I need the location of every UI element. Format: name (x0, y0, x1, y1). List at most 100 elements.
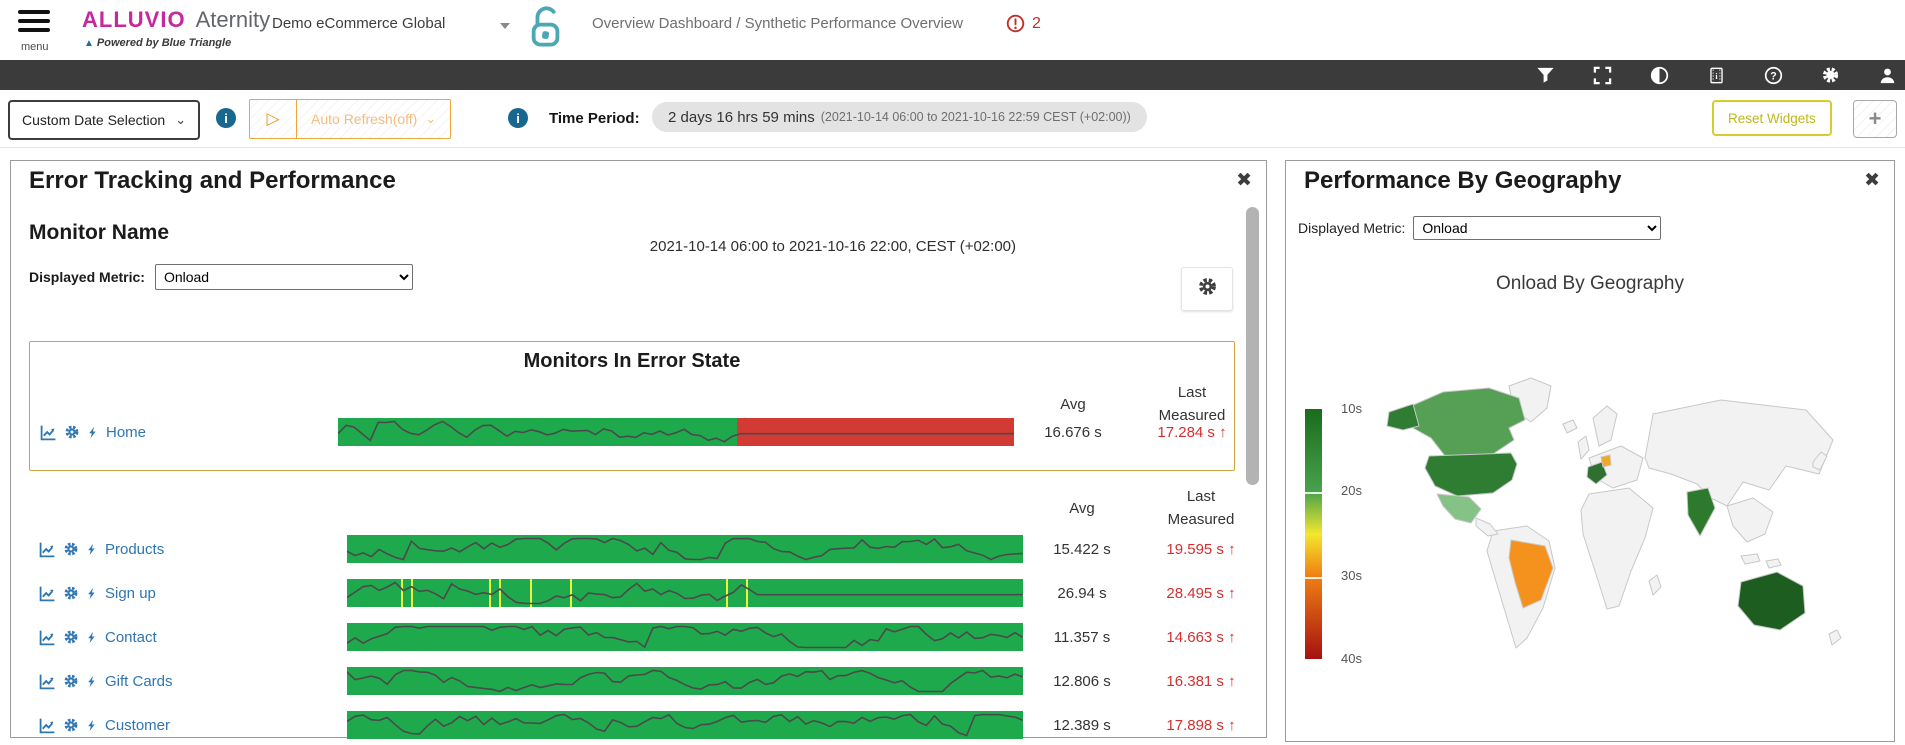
brand-alluvio: ALLUVIO (82, 7, 186, 32)
event-marker (499, 579, 502, 607)
info-icon[interactable]: i (508, 108, 528, 128)
gear-icon[interactable] (63, 629, 79, 645)
error-rows-container: Home 16.676 s 17.284 s ↑ (30, 418, 1234, 446)
gear-icon[interactable] (63, 541, 79, 557)
monitor-name-link[interactable]: Home (106, 423, 147, 441)
lightning-icon (87, 425, 99, 440)
map-land-scandinavia (1592, 405, 1618, 447)
play-icon[interactable]: ▷ (250, 100, 297, 138)
filter-icon[interactable] (1536, 66, 1555, 85)
chevron-down-icon: ⌄ (175, 112, 187, 127)
sparkline (347, 579, 1023, 607)
line-chart-icon[interactable] (39, 585, 56, 602)
info-icon[interactable]: i (216, 108, 236, 128)
map-land-japan (1812, 451, 1828, 471)
trend-up-icon: ↑ (1228, 672, 1236, 690)
event-marker (529, 579, 532, 607)
last-measured-column-header: Last Measured (1167, 488, 1235, 528)
gear-icon[interactable] (63, 673, 79, 689)
film-info-icon[interactable]: i (1707, 66, 1726, 85)
powered-by: ▲ Powered by Blue Triangle (84, 37, 232, 49)
hamburger-menu-icon[interactable] (18, 10, 50, 37)
help-icon[interactable]: ? (1764, 66, 1783, 85)
monitor-name-link[interactable]: Gift Cards (105, 672, 173, 690)
top-header: menu ALLUVIO Aternity ▲ Powered by Blue Tr… (0, 0, 1905, 60)
error-tracking-panel: Error Tracking and Performance ✖ Monitor… (10, 160, 1267, 739)
user-icon[interactable] (1878, 66, 1897, 85)
close-icon[interactable]: ✖ (1236, 170, 1252, 191)
contrast-icon[interactable] (1650, 66, 1669, 85)
fullscreen-icon[interactable] (1593, 66, 1612, 85)
time-period-pill: 2 days 16 hrs 59 mins (2021-10-14 06:00 … (652, 102, 1147, 132)
scale-label: 40s (1341, 651, 1362, 666)
gear-icon[interactable] (64, 424, 80, 440)
monitor-name-link[interactable]: Contact (105, 628, 157, 646)
time-period-value: 2 days 16 hrs 59 mins (668, 108, 815, 126)
scale-label: 30s (1341, 568, 1362, 583)
world-map[interactable] (1381, 366, 1886, 696)
error-box-title: Monitors In Error State (523, 350, 741, 372)
line-chart-icon[interactable] (39, 717, 56, 734)
add-widget-button[interactable]: + (1853, 100, 1897, 138)
map-country-canada (1410, 387, 1526, 457)
unlocked-padlock-icon[interactable] (527, 4, 565, 56)
map-land-indonesia-2 (1765, 558, 1782, 569)
warning-icon (1006, 14, 1025, 33)
line-chart-icon[interactable] (39, 673, 56, 690)
alert-count: 2 (1032, 14, 1041, 32)
gear-icon[interactable] (63, 585, 79, 601)
map-country-germany (1600, 454, 1612, 468)
date-selection-button[interactable]: Custom Date Selection ⌄ (8, 100, 201, 140)
last-value-text: 14.663 s (1166, 628, 1224, 646)
widget-settings-button[interactable] (1181, 267, 1233, 311)
avg-value: 11.357 s (1053, 628, 1111, 646)
panel-date-range: 2021-10-14 06:00 to 2021-10-16 22:00, CE… (649, 238, 1016, 255)
avg-value: 15.422 s (1053, 540, 1111, 558)
monitor-label: Sign up (39, 585, 347, 602)
line-chart-icon[interactable] (40, 424, 57, 441)
lightning-icon (86, 586, 98, 601)
blue-triangle-icon: ▲ (84, 38, 94, 49)
error-segment (736, 418, 1014, 446)
metric-select[interactable]: Onload (154, 264, 413, 290)
monitor-label: Gift Cards (39, 673, 347, 690)
map-land-asia (1644, 399, 1834, 507)
avg-value: 12.389 s (1053, 716, 1111, 734)
scale-label: 10s (1341, 401, 1362, 416)
displayed-metric-row: Displayed Metric: Onload (29, 264, 413, 290)
last-value: 19.595 s ↑ (1141, 541, 1261, 558)
event-marker (570, 579, 573, 607)
monitor-name-link[interactable]: Products (105, 540, 165, 558)
metric-select[interactable]: Onload (1413, 216, 1662, 240)
lightning-icon (86, 630, 98, 645)
account-selector[interactable]: Demo eCommerce Global (272, 15, 446, 32)
reset-widgets-button[interactable]: Reset Widgets (1712, 100, 1832, 136)
monitor-row: Gift Cards 12.806 s 16.381 s ↑ (11, 659, 1266, 703)
map-country-usa (1424, 452, 1518, 497)
monitor-name-link[interactable]: Sign up (105, 584, 156, 602)
monitor-list-header: Avg Last Measured (11, 486, 1266, 531)
alert-indicator[interactable]: 2 (1006, 14, 1041, 33)
line-chart-icon[interactable] (39, 541, 56, 558)
monitor-name-link[interactable]: Customer (105, 716, 171, 734)
sparkline (347, 711, 1023, 739)
brand-aternity: Aternity (195, 7, 271, 32)
settings-icon[interactable] (1821, 66, 1840, 85)
vertical-scrollbar[interactable] (1246, 207, 1259, 485)
line-chart-icon[interactable] (39, 629, 56, 646)
account-caret-icon[interactable] (500, 23, 510, 29)
gear-icon[interactable] (63, 717, 79, 733)
map-title: Onload By Geography (1495, 273, 1684, 294)
auto-refresh-dropdown[interactable]: Auto Refresh(off) ⌄ (311, 111, 437, 127)
scale-tick (1305, 491, 1322, 494)
svg-text:i: i (1715, 71, 1718, 80)
monitor-label: Products (39, 541, 347, 558)
close-icon[interactable]: ✖ (1864, 170, 1880, 191)
last-value: 17.898 s ↑ (1141, 717, 1261, 734)
map-land-indonesia (1740, 553, 1761, 565)
avg-value: 26.94 s (1057, 584, 1107, 602)
last-value-text: 17.284 s (1157, 423, 1215, 441)
color-scale-bar (1305, 409, 1322, 659)
avg-value: 16.676 s (1044, 423, 1102, 441)
svg-text:?: ? (1770, 70, 1777, 82)
